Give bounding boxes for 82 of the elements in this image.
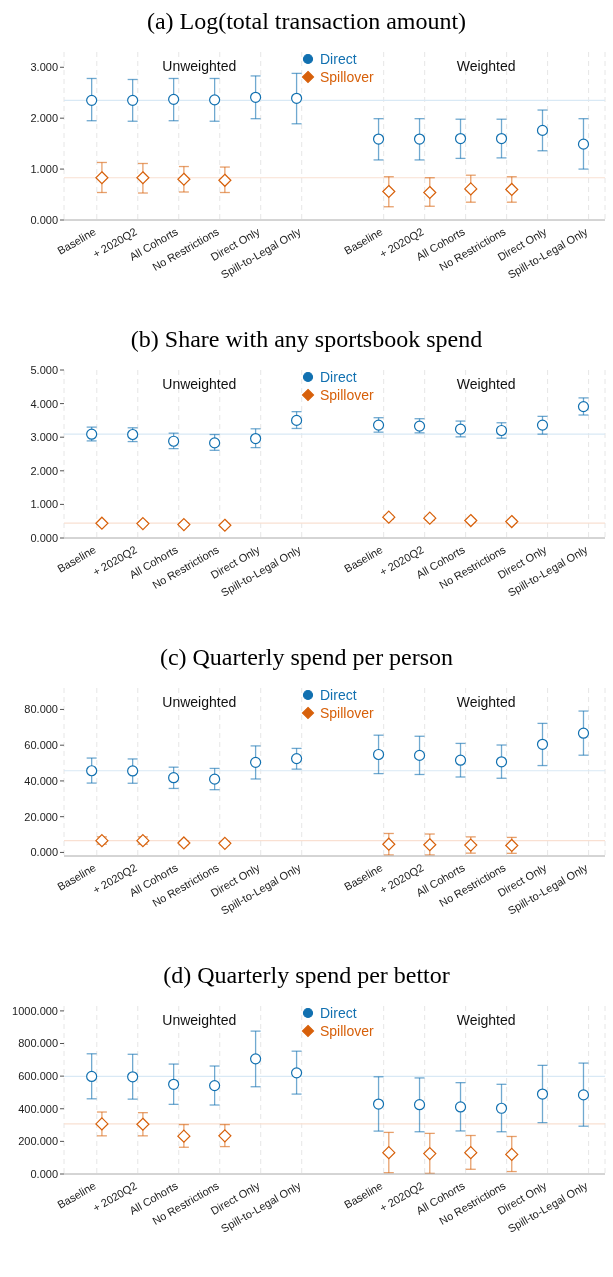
y-tick-label: 5.000 — [30, 363, 58, 376]
y-tick-label: 0.000 — [30, 846, 58, 859]
point — [454, 132, 467, 145]
y-tick-label: 2.000 — [30, 112, 58, 125]
y-tick-label: 0.000 — [30, 1167, 58, 1180]
point — [536, 1088, 549, 1100]
point — [536, 738, 549, 750]
point — [209, 94, 221, 106]
y-tick-label: 3.000 — [30, 431, 58, 444]
point — [372, 133, 385, 145]
annotation: Unweighted — [162, 376, 237, 392]
y-tick-label: 60.000 — [24, 739, 58, 752]
legend-label: Spillover — [320, 1023, 374, 1039]
y-tick-label: 400.000 — [18, 1102, 58, 1115]
point — [209, 437, 221, 449]
point — [168, 772, 180, 784]
legend-label: Direct — [320, 687, 357, 703]
point — [127, 1071, 139, 1083]
annotation: Weighted — [456, 694, 516, 710]
point — [413, 749, 426, 761]
point — [290, 1067, 303, 1079]
legend-label: Direct — [320, 1005, 357, 1021]
point — [86, 765, 98, 777]
point — [209, 1080, 221, 1092]
y-tick-label: 3.000 — [30, 61, 58, 74]
chart-title: (a) Log(total transaction amount) — [145, 7, 468, 36]
point — [495, 756, 508, 768]
point — [577, 1089, 590, 1101]
point — [577, 727, 590, 739]
y-tick-label: 40.000 — [24, 774, 58, 787]
legend-label: Spillover — [320, 69, 374, 85]
point — [209, 773, 221, 785]
point — [250, 1053, 262, 1065]
point — [127, 765, 139, 777]
point — [495, 1102, 508, 1114]
annotation: Unweighted — [162, 58, 237, 74]
point — [86, 1070, 98, 1083]
point — [536, 124, 549, 136]
y-tick-label: 20.000 — [24, 810, 58, 823]
y-tick-label: 0.000 — [30, 531, 58, 544]
annotation: Unweighted — [162, 694, 237, 710]
chart-title: (b) Share with any sportsbook spend — [129, 325, 484, 354]
point — [495, 132, 508, 145]
y-tick-label: 600.000 — [18, 1070, 58, 1083]
y-tick-label: 200.000 — [18, 1135, 58, 1148]
point — [290, 92, 303, 104]
annotation: Weighted — [456, 58, 516, 74]
legend-label: Direct — [320, 369, 357, 385]
point — [577, 401, 590, 413]
point — [127, 94, 139, 106]
point — [372, 748, 385, 761]
y-tick-label: 800.000 — [18, 1037, 58, 1050]
y-tick-label: 4.000 — [30, 397, 58, 410]
annotation: Weighted — [456, 376, 516, 392]
y-tick-label: 2.000 — [30, 464, 58, 477]
legend-label: Spillover — [320, 387, 374, 403]
point — [413, 1099, 426, 1111]
point — [168, 1078, 180, 1090]
point — [86, 94, 98, 106]
legend-label: Spillover — [320, 705, 374, 721]
point — [250, 432, 262, 445]
y-tick-label: 1.000 — [30, 163, 58, 175]
point — [372, 1098, 385, 1110]
point — [250, 91, 262, 103]
y-tick-label: 0.000 — [30, 213, 58, 226]
point — [413, 133, 426, 145]
point — [290, 414, 303, 426]
point — [250, 756, 262, 768]
point — [536, 419, 549, 431]
y-tick-label: 1.000 — [30, 498, 58, 511]
legend-label: Direct — [320, 51, 357, 67]
point — [168, 93, 180, 105]
y-tick-label: 80.000 — [24, 703, 58, 716]
point — [577, 138, 590, 150]
chart-title: (d) Quarterly spend per bettor — [162, 961, 451, 990]
point — [454, 754, 467, 766]
annotation: Weighted — [456, 1012, 516, 1028]
point — [454, 1101, 467, 1113]
chart-title: (c) Quarterly spend per person — [158, 643, 455, 672]
y-tick-label: 1000.000 — [12, 1004, 58, 1017]
point — [290, 753, 303, 765]
annotation: Unweighted — [162, 1012, 237, 1028]
